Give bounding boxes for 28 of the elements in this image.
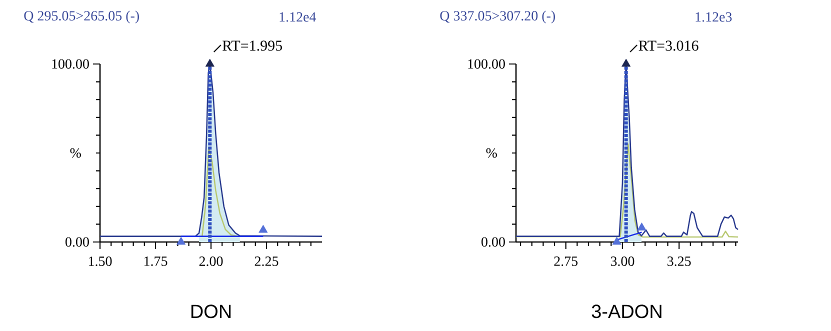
x-tick-label: 3.00 [610, 256, 634, 266]
x-tick-label: 1.50 [88, 256, 112, 266]
chart-title: Q 337.05>307.20 (-) [440, 10, 555, 24]
x-tick-label: 2.00 [199, 256, 223, 266]
annotation: RT=1.995 [222, 40, 282, 51]
point [612, 236, 622, 245]
chart-subtitle: 1.12e4 [280, 12, 316, 22]
x-axis-title: 3-ADON [592, 304, 662, 318]
x-tick-label: 3.25 [668, 256, 691, 266]
x-tick-label: 2.75 [554, 256, 578, 266]
y-tick-label: 0.00 [66, 237, 89, 247]
point [205, 58, 214, 67]
y-tick-label: 100.00 [468, 59, 505, 69]
point [637, 222, 646, 230]
x-tick-label: 1.75 [144, 256, 168, 266]
point [622, 58, 631, 67]
y-axis-title: % [486, 148, 497, 158]
point [176, 236, 186, 245]
line-series [201, 147, 238, 237]
point [258, 224, 268, 233]
annotation: RT=3.016 [638, 40, 698, 51]
x-tick-label: 2.25 [254, 256, 278, 266]
y-axis-title: % [70, 148, 81, 158]
chart-title: Q 295.05>265.05 (-) [24, 10, 139, 24]
y-tick-label: 0.00 [482, 237, 505, 247]
y-tick-label: 100.00 [52, 59, 89, 69]
chart-subtitle: 1.12e3 [696, 12, 732, 22]
x-axis-title: DON [191, 304, 231, 318]
